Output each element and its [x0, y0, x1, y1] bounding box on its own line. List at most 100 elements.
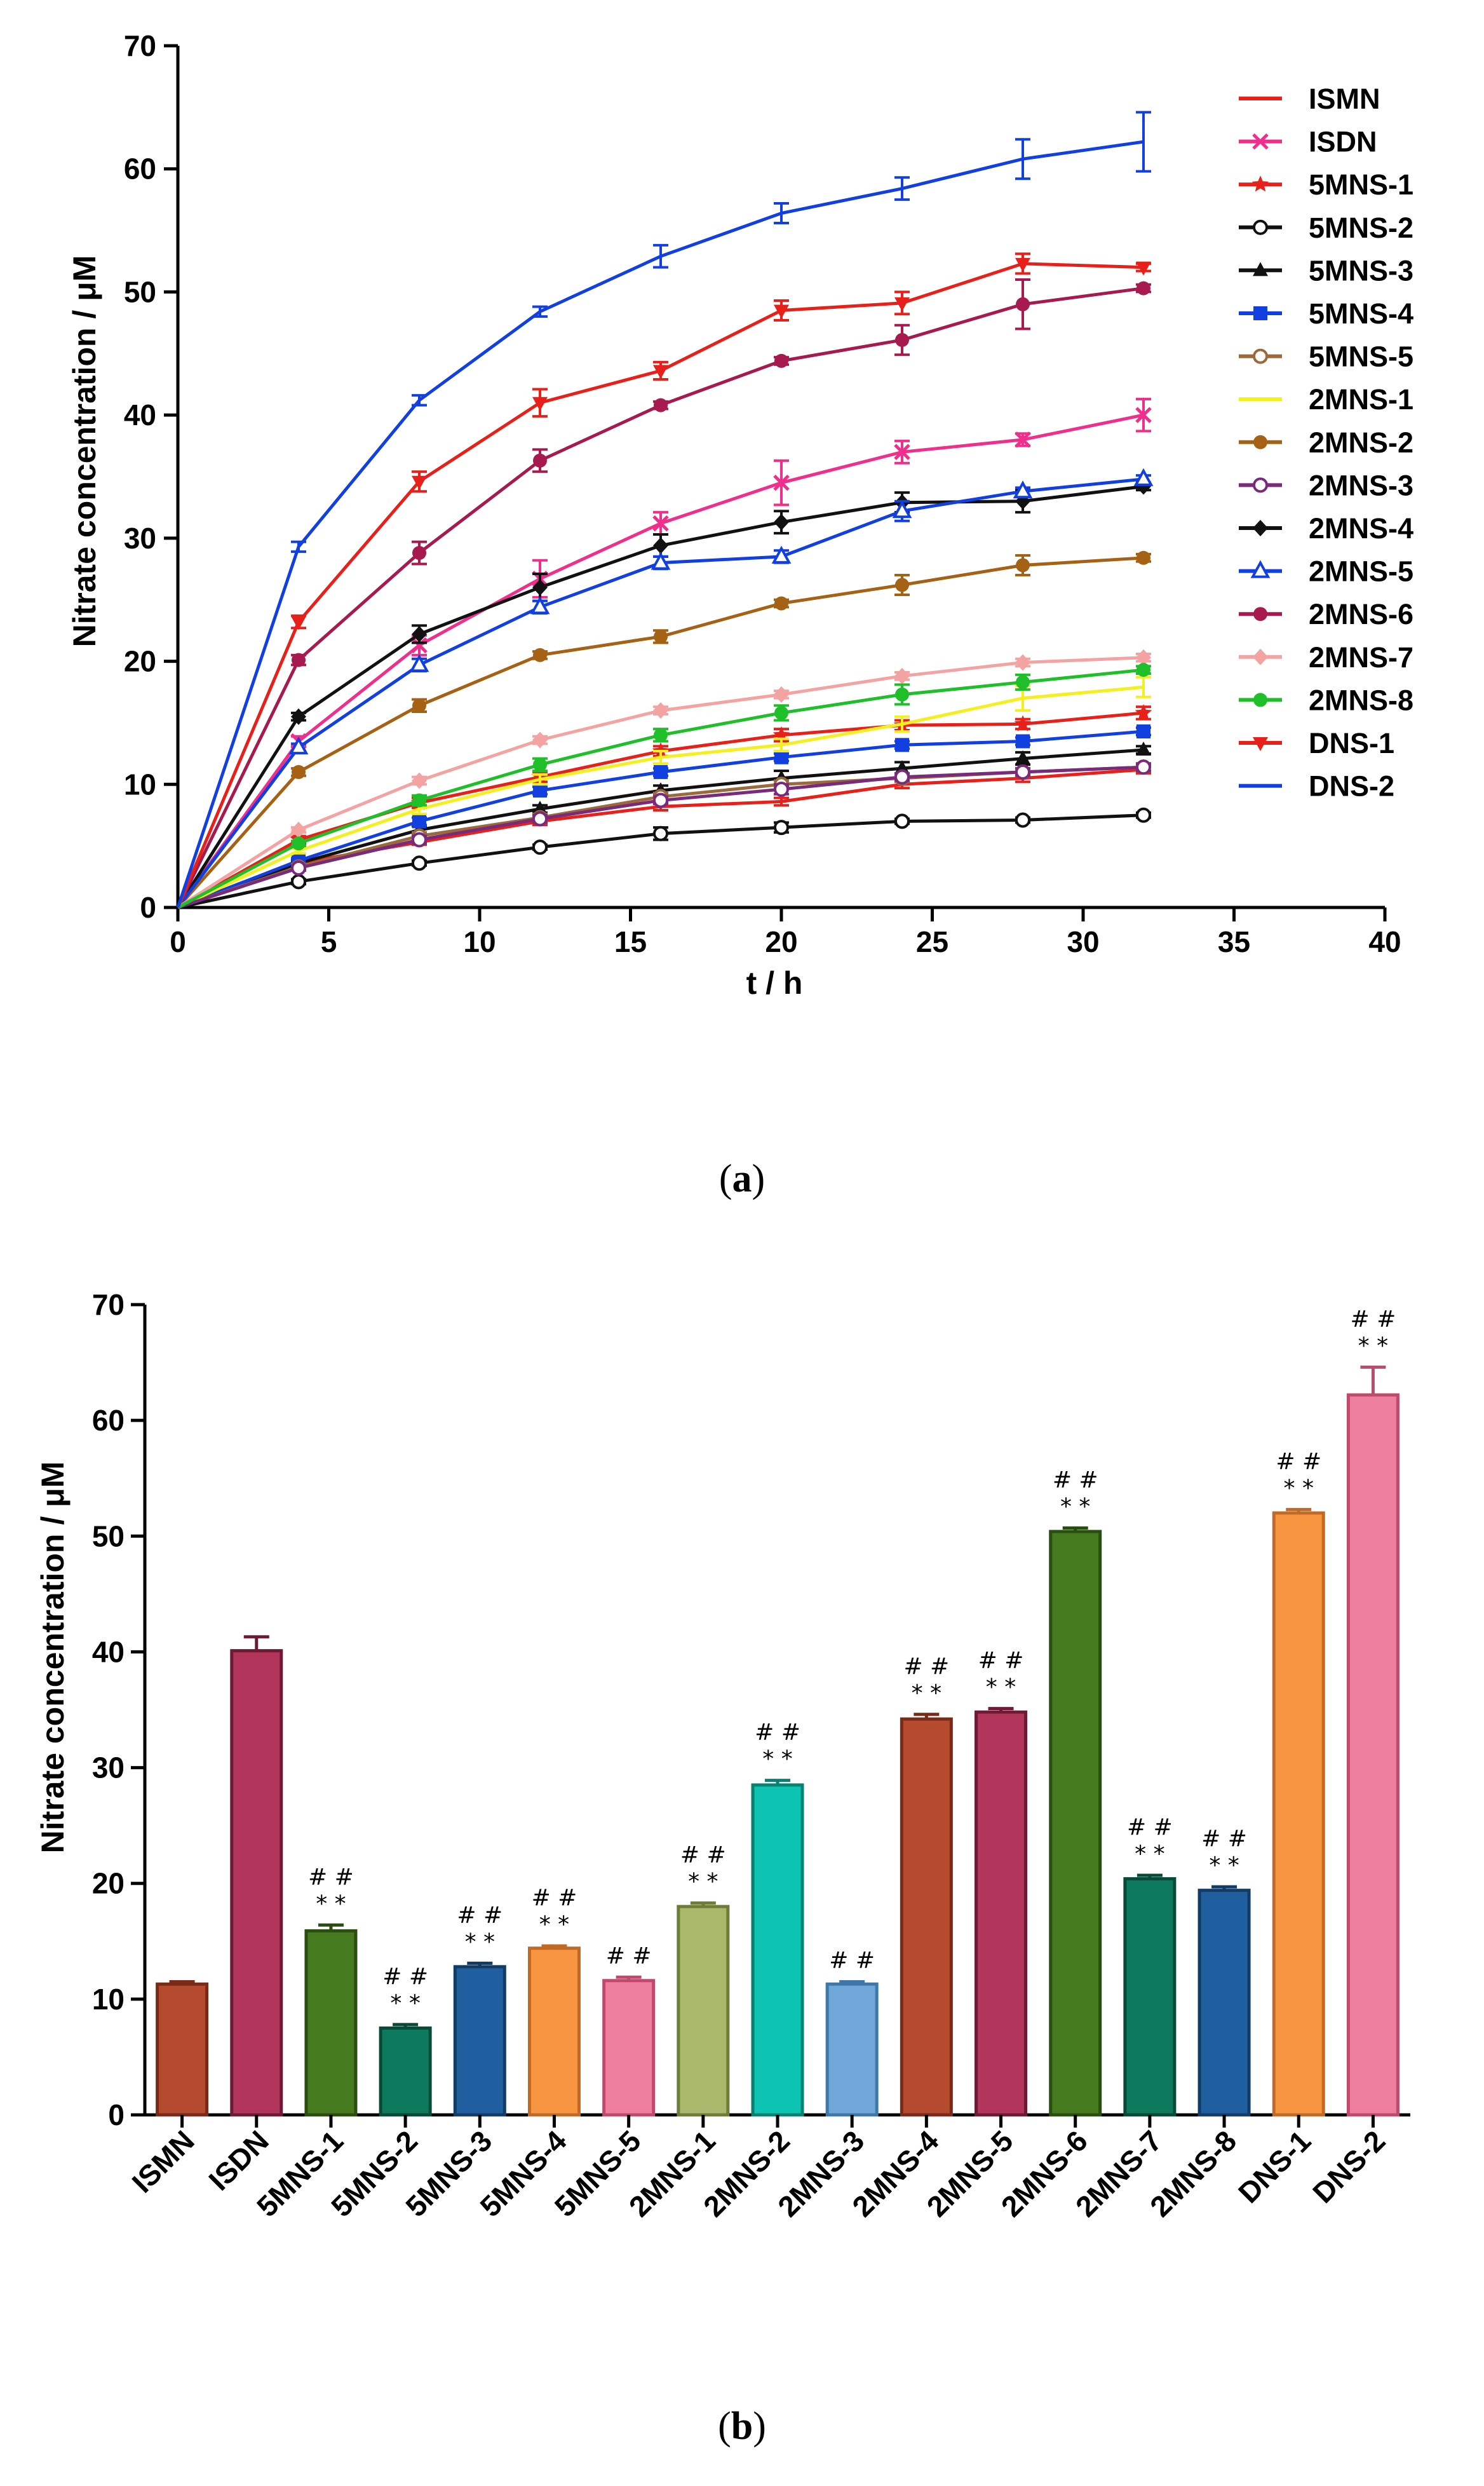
- legend-item: 5MNS-3: [1239, 254, 1413, 287]
- caption-a: (a): [719, 1157, 765, 1200]
- data-point: [1014, 715, 1032, 731]
- data-point: [412, 793, 426, 808]
- bar-isdn: [230, 1635, 283, 2117]
- y-tick-label: 30: [92, 1751, 125, 1784]
- data-point: [1015, 812, 1030, 828]
- bar: [825, 1982, 879, 2117]
- y-tick-label: 40: [92, 1635, 125, 1668]
- data-point: [1137, 663, 1150, 677]
- data-point: [412, 475, 427, 490]
- y-tick-label: 30: [124, 522, 156, 555]
- significance-hash: # #: [606, 1943, 652, 1969]
- data-point: [774, 782, 789, 798]
- series-5mns-4: [177, 724, 1151, 909]
- data-point: [1016, 297, 1030, 311]
- data-point: [532, 579, 548, 596]
- bar-2mns-8: * *# #: [1197, 1826, 1251, 2117]
- legend-label: 2MNS-5: [1309, 555, 1413, 588]
- data-point: [532, 839, 548, 855]
- legend-item: 5MNS-1: [1239, 168, 1413, 201]
- legend-a: ISMN ISDN 5MNS-1 5MNS-2 5MNS-3 5MNS-4 5MNS-5 2M…: [1239, 83, 1413, 803]
- significance-hash: # #: [978, 1648, 1024, 1674]
- data-point: [533, 757, 547, 772]
- y-tick-label: 70: [124, 29, 156, 62]
- significance-hash: # #: [1053, 1467, 1098, 1493]
- significance-star: * *: [762, 1746, 792, 1772]
- data-point: [894, 667, 910, 684]
- data-point: [774, 686, 789, 703]
- data-point: [1015, 431, 1031, 448]
- bar: [379, 2026, 432, 2117]
- series-isdn: [176, 397, 1152, 909]
- x-tick-label: DNS-2: [1306, 2124, 1391, 2209]
- data-point: [291, 874, 306, 890]
- bar: [527, 1946, 581, 2117]
- x-tick-label: 5: [321, 925, 337, 958]
- bar-5mns-4: * *# #: [527, 1885, 581, 2117]
- data-point: [292, 764, 306, 779]
- bar: [1049, 1530, 1102, 2117]
- ticks-a: 0 5 10 15 20 25 30 35 40 0 10 20 30 40 50 60 70: [124, 29, 1401, 958]
- legend-marker: [1253, 348, 1268, 364]
- data-point: [651, 552, 671, 570]
- x-tick-label: 15: [614, 925, 647, 958]
- legend-item: 2MNS-2: [1239, 426, 1413, 459]
- x-tick-label: 35: [1218, 925, 1250, 958]
- x-tick-label: 30: [1067, 925, 1099, 958]
- line-chart-panel-a: 0 5 10 15 20 25 30 35 40 0 10 20 30 40 50 60 70 ISMN ISDN…: [67, 29, 1413, 1001]
- bar-2mns-4: * *# #: [900, 1654, 953, 2117]
- bar-5mns-3: * *# #: [453, 1902, 506, 2117]
- bar: [677, 1905, 730, 2117]
- significance-hash: # #: [532, 1885, 577, 1911]
- bars-b: * *# #* *# #* *# # * *# ## #* *# #* *# ##…: [156, 1306, 1400, 2117]
- significance-star: * *: [1135, 1841, 1164, 1867]
- data-point: [1137, 281, 1150, 295]
- data-point: [895, 332, 909, 347]
- data-point: [1137, 550, 1150, 565]
- x-axis-title-a: t / h: [746, 965, 803, 1001]
- series-2mns-1: [177, 676, 1151, 909]
- bar: [900, 1717, 953, 2117]
- legend-item: ISMN: [1239, 83, 1380, 115]
- legend-marker: [1252, 133, 1269, 150]
- x-tick-label: ISMN: [126, 2124, 201, 2199]
- legend-label: ISMN: [1309, 83, 1380, 115]
- bar: [230, 1649, 283, 2117]
- x-tick-label: 25: [916, 925, 948, 958]
- data-point: [653, 792, 668, 808]
- legend-item: 2MNS-4: [1239, 512, 1413, 545]
- data-point: [1136, 742, 1151, 756]
- data-point: [533, 783, 547, 798]
- legend-item: 5MNS-2: [1239, 212, 1413, 244]
- legend-item: 5MNS-5: [1239, 341, 1413, 373]
- bar: [1197, 1889, 1251, 2117]
- legend-marker: [1253, 219, 1268, 235]
- y-tick-label: 70: [92, 1288, 125, 1321]
- data-point: [533, 453, 547, 468]
- significance-hash: # #: [1127, 1814, 1173, 1840]
- data-point: [774, 353, 788, 368]
- data-point: [291, 708, 306, 725]
- data-point: [774, 304, 789, 319]
- y-tick-label: 40: [124, 398, 156, 431]
- significance-star: * *: [1358, 1333, 1388, 1359]
- series-5mns-2: [177, 807, 1151, 909]
- data-point: [652, 515, 669, 532]
- data-point: [1015, 764, 1030, 780]
- data-point: [1136, 807, 1151, 823]
- series-2mns-6: [176, 278, 1151, 909]
- y-tick-label: 0: [108, 2098, 125, 2131]
- legend-marker: [1253, 477, 1268, 493]
- legend-marker: [1253, 520, 1268, 536]
- series-2mns-5: [177, 468, 1154, 909]
- series-2mns-7: [177, 649, 1151, 909]
- bar-5mns-1: * *# #: [304, 1864, 358, 2117]
- y-tick-label: 20: [124, 645, 156, 678]
- marker-stroke: [894, 444, 910, 461]
- x-tick-label: 20: [765, 925, 797, 958]
- significance-hash: # #: [1276, 1448, 1321, 1474]
- y-tick-label: 20: [92, 1867, 125, 1900]
- legend-item: 2MNS-3: [1239, 469, 1413, 501]
- bar: [1123, 1877, 1177, 2117]
